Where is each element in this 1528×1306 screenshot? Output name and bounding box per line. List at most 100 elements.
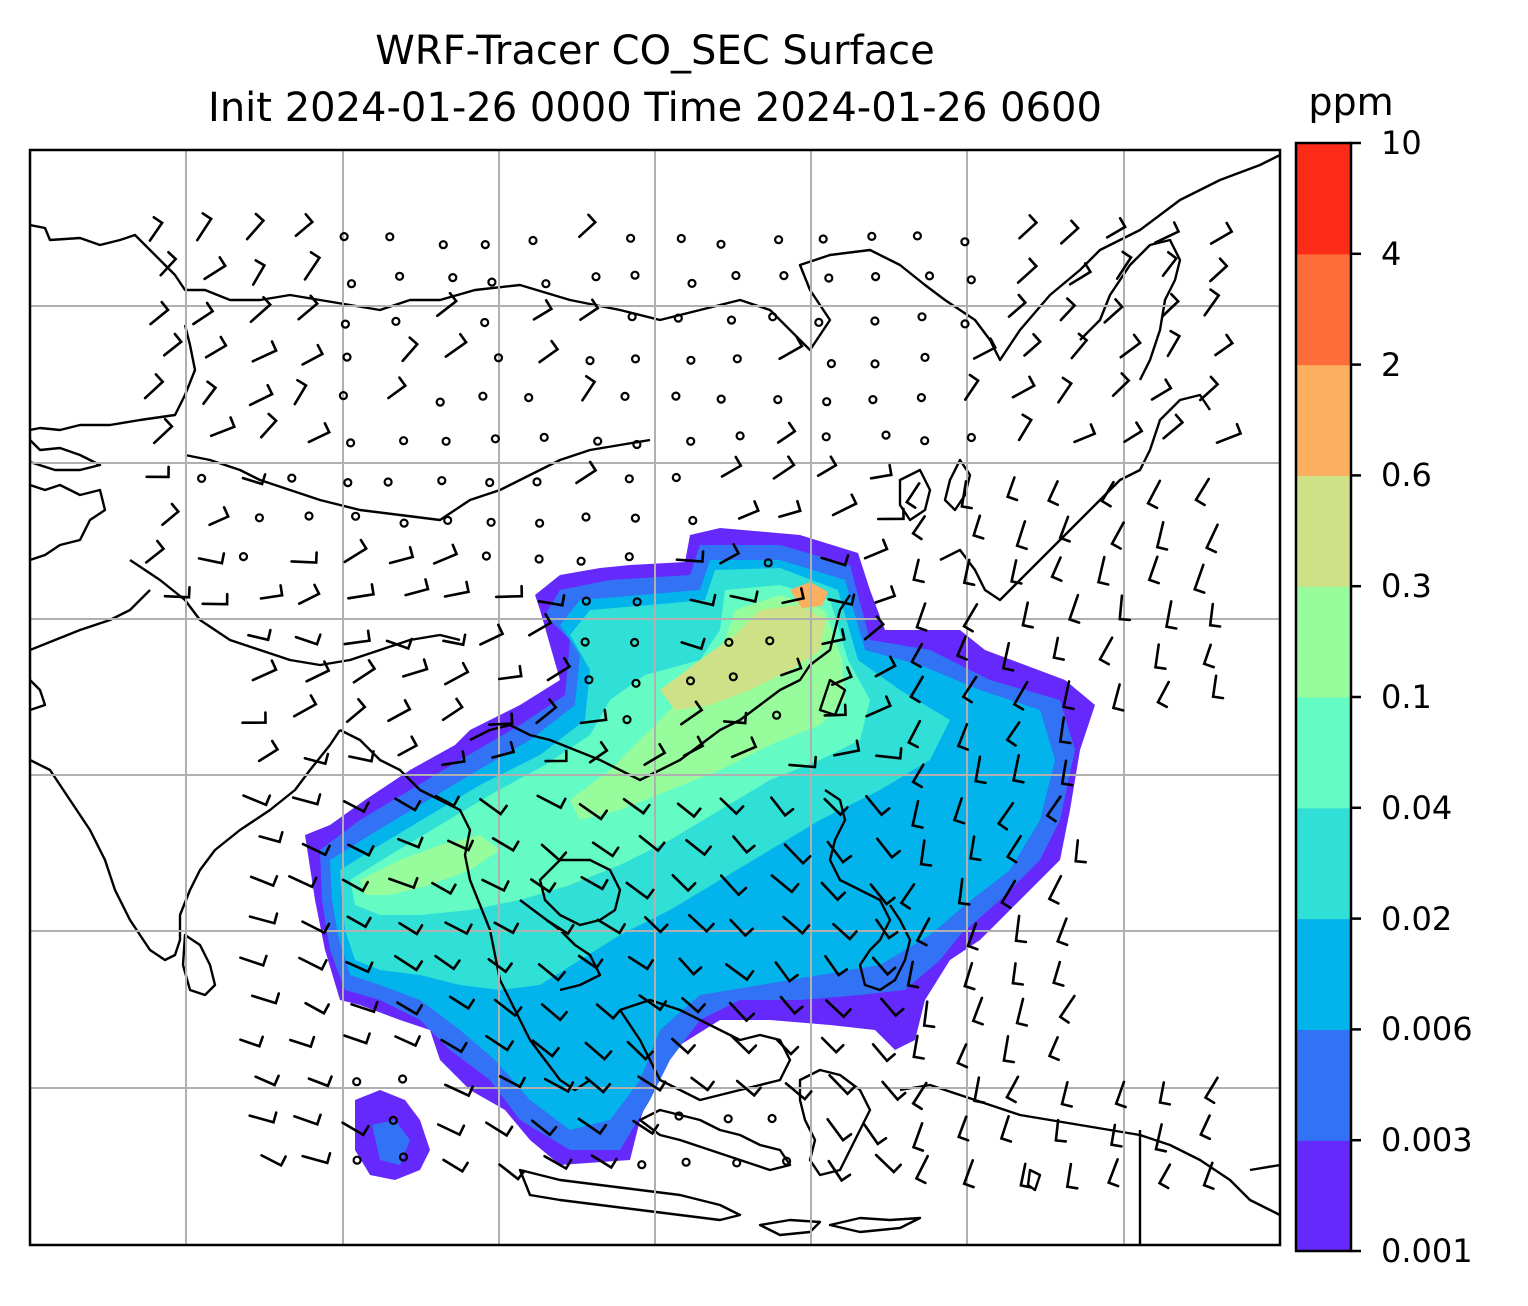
wind-barb — [1123, 421, 1144, 443]
calm-wind-marker — [443, 515, 453, 526]
wind-barb — [1111, 372, 1131, 397]
calm-wind-marker — [630, 354, 641, 364]
wind-barb — [729, 1034, 758, 1055]
wind-barb — [737, 500, 760, 520]
calm-wind-marker — [821, 432, 831, 442]
wind-barb — [831, 493, 858, 517]
wind-barb — [682, 735, 705, 757]
wind-barb — [259, 412, 278, 439]
wind-barb — [303, 251, 322, 281]
wind-barb — [774, 961, 799, 983]
wind-barb — [1203, 1076, 1219, 1105]
calm-wind-marker — [448, 273, 458, 283]
calm-wind-marker — [818, 234, 828, 244]
calm-wind-marker — [637, 1160, 647, 1170]
calm-wind-marker — [763, 558, 773, 568]
wind-barb — [1001, 641, 1015, 672]
wind-barb — [204, 335, 228, 359]
wind-barb — [494, 584, 524, 599]
colorbar-tick-label: 10 — [1381, 124, 1422, 162]
wind-barb — [350, 1000, 379, 1014]
calm-wind-marker — [383, 477, 393, 487]
calm-wind-marker — [481, 551, 491, 561]
wind-barb — [919, 839, 933, 867]
wind-barb — [581, 375, 597, 402]
wind-barb — [342, 800, 370, 814]
wind-barb — [778, 336, 804, 361]
wind-barb — [345, 698, 367, 723]
wind-barb — [1211, 674, 1225, 700]
wind-barb — [722, 711, 748, 725]
concentration-band-06 — [790, 582, 828, 608]
calm-wind-marker — [716, 239, 726, 249]
calm-wind-marker — [826, 359, 837, 369]
calm-wind-marker — [629, 637, 640, 648]
wind-barb — [192, 301, 215, 326]
wind-barb — [1154, 643, 1167, 670]
wind-barb — [821, 628, 846, 646]
wind-barb — [680, 637, 706, 651]
wind-barb — [580, 876, 609, 891]
calm-wind-marker — [867, 231, 877, 241]
wind-barb — [1046, 480, 1060, 507]
wind-barb — [251, 659, 278, 682]
wind-barb — [397, 735, 419, 757]
wind-barb — [874, 1153, 902, 1174]
wind-barb — [388, 876, 419, 890]
wind-barb — [1073, 423, 1097, 444]
wind-barb — [1204, 523, 1219, 554]
calm-wind-marker — [773, 235, 784, 245]
colorbar-tick-label: 0.001 — [1381, 1232, 1473, 1270]
wind-barb — [348, 750, 375, 763]
calm-wind-marker — [881, 430, 891, 440]
wind-barb — [1002, 1035, 1016, 1064]
wind-barb — [1045, 795, 1062, 823]
wind-barb — [1058, 994, 1076, 1024]
wind-barb — [434, 794, 460, 808]
wind-barb — [591, 841, 620, 858]
colorbar-tick-label: 2 — [1381, 345, 1402, 384]
calm-wind-marker — [625, 233, 636, 243]
calm-wind-marker — [779, 271, 789, 281]
wind-barb — [197, 552, 226, 565]
wind-barb — [487, 958, 513, 974]
wind-barb — [346, 915, 372, 929]
wind-barb — [1011, 962, 1025, 986]
wind-barb — [1155, 521, 1169, 551]
wind-barb — [531, 1039, 560, 1058]
calm-wind-marker — [685, 676, 696, 686]
wind-barb — [305, 660, 331, 683]
wind-barb — [584, 1076, 612, 1094]
calm-wind-marker — [441, 436, 451, 446]
wind-barb — [1118, 594, 1132, 622]
wind-barb — [307, 1075, 333, 1088]
wind-barb — [910, 642, 924, 669]
calm-wind-marker — [197, 473, 207, 483]
wind-barb — [537, 594, 566, 607]
wind-barb — [1162, 413, 1185, 440]
wind-barb — [447, 839, 474, 852]
wind-barb — [1052, 960, 1065, 987]
wind-barb — [915, 602, 928, 632]
wind-barb — [1054, 1118, 1068, 1143]
wind-barb — [577, 954, 604, 970]
wind-barb — [863, 1123, 888, 1146]
wind-barb — [638, 994, 668, 1012]
calm-wind-marker — [435, 397, 445, 407]
calm-wind-marker — [351, 511, 361, 521]
calm-wind-marker — [385, 232, 395, 242]
wind-barb — [301, 343, 325, 366]
wind-barb — [196, 212, 213, 242]
calm-wind-marker — [238, 551, 249, 562]
wind-barb — [1193, 563, 1206, 594]
calm-wind-marker — [490, 434, 500, 444]
wind-barb — [1005, 476, 1019, 502]
wind-barb — [498, 1163, 526, 1181]
wind-barb — [1164, 600, 1178, 630]
wind-barb — [1115, 250, 1133, 280]
wind-barb — [248, 383, 274, 407]
wind-barb — [588, 741, 609, 764]
wind-barb — [1012, 754, 1025, 784]
wind-barb — [880, 997, 905, 1018]
wind-barb — [776, 421, 797, 444]
